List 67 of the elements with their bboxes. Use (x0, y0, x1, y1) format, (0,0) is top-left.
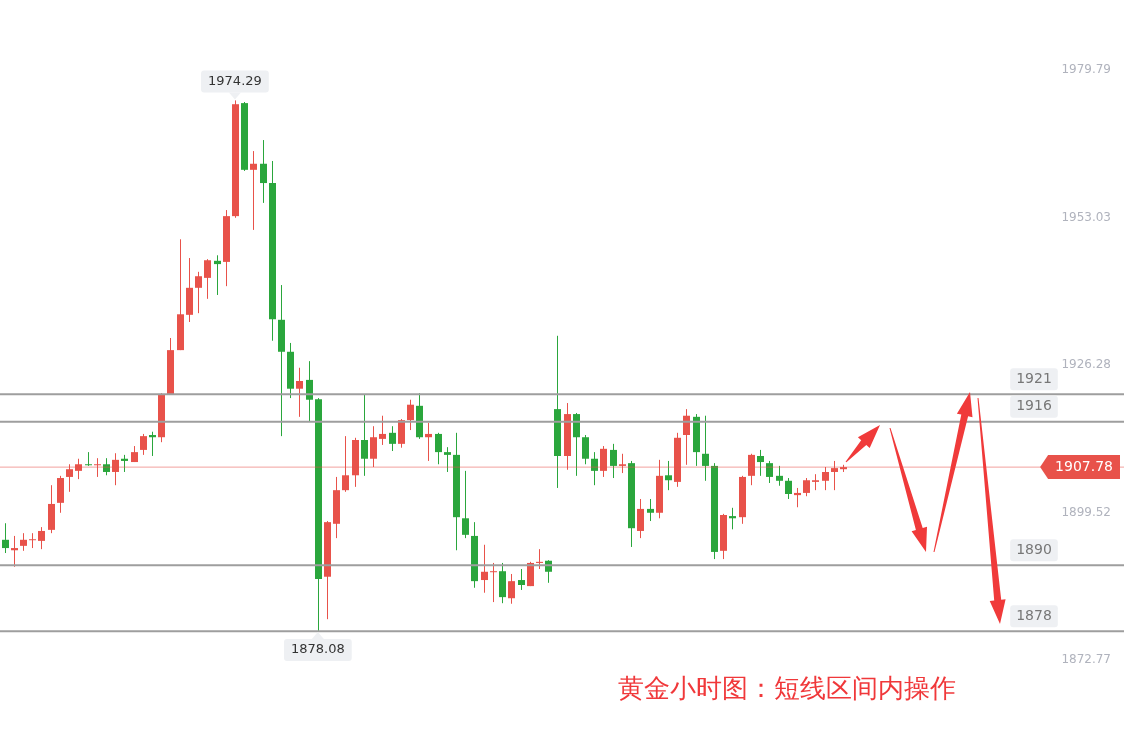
candlestick (508, 573, 515, 605)
annotation: 1878.08 (290, 641, 345, 657)
candlestick (785, 477, 792, 500)
candlestick (729, 507, 736, 530)
candlestick (398, 418, 405, 449)
annotation: 1974.29 (208, 72, 262, 88)
candlestick (794, 487, 801, 508)
candlestick (342, 435, 349, 493)
candlestick (407, 399, 414, 431)
candlestick (610, 443, 617, 479)
ref-line-label: 1916 (1016, 397, 1052, 414)
candlestick (637, 498, 644, 539)
candlestick (757, 449, 764, 477)
candlestick (591, 451, 598, 486)
y-tick-label: 1953.03 (1061, 209, 1111, 224)
candlestick (195, 271, 202, 314)
candlestick (748, 453, 755, 486)
candlestick (647, 498, 654, 522)
candlestick (619, 453, 626, 474)
candlestick (149, 431, 156, 457)
candlestick (112, 452, 119, 486)
candlestick (38, 526, 45, 550)
ref-line-label: 1907.78 (1055, 457, 1114, 474)
candlestick (582, 434, 589, 465)
candlestick (527, 561, 534, 587)
ref-line-label: 1890 (1016, 540, 1052, 557)
candlestick (214, 254, 221, 296)
ref-line-label: 1878 (1016, 606, 1052, 623)
candlestick (435, 432, 442, 465)
candlestick (250, 150, 257, 231)
candlestick (75, 458, 82, 480)
y-tick-label: 1899.52 (1061, 504, 1111, 519)
candlestick (2, 522, 9, 554)
y-tick-label: 1926.28 (1061, 357, 1111, 372)
candlestick (389, 425, 396, 452)
ref-line-label: 1921 (1016, 369, 1052, 386)
candlestick (766, 460, 773, 484)
candlestick (822, 466, 829, 491)
candlestick (518, 568, 525, 591)
candlestick (379, 415, 386, 446)
text: 黄金小时图：短线区间内操作 (618, 672, 956, 703)
candlestick (665, 460, 672, 491)
y-tick-label: 1872.77 (1061, 652, 1111, 667)
candlestick (66, 463, 73, 493)
candlestick (29, 532, 36, 549)
candlestick (361, 393, 368, 477)
candlestick (481, 544, 488, 594)
candlestick (462, 470, 469, 539)
candlestick (831, 460, 838, 491)
candlestick (803, 477, 810, 497)
candlestick (776, 465, 783, 487)
candlestick (306, 360, 313, 422)
candlestick (296, 367, 303, 418)
candlestick (444, 446, 451, 473)
candlestick (11, 535, 18, 568)
candlestick (94, 457, 101, 478)
candlestick (573, 412, 580, 477)
candlestick (85, 451, 92, 467)
candlestick (702, 415, 709, 482)
candlestick (600, 445, 607, 478)
y-tick-label: 1979.79 (1061, 62, 1111, 77)
candlestick (490, 562, 497, 603)
candlestick (204, 258, 211, 300)
candlestick (260, 139, 267, 204)
candlestick (140, 433, 147, 456)
candlestick (370, 425, 377, 468)
candlestick (425, 422, 432, 462)
